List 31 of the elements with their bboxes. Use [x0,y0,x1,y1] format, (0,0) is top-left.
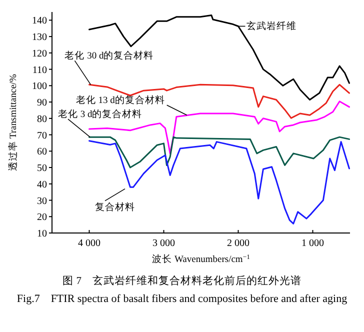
annotation: 玄武岩纤维 [238,22,296,32]
y-tick-label: 140 [32,16,47,27]
text: Fig.7 FTIR spectra of basalt fibers and composites before and after aging [16,293,348,305]
x-tick-label: 3 000 [152,238,175,249]
y-tick-label: 90 [37,98,47,109]
text: 图 7 玄武岩纤维和复合材料老化前后的红外光谱 [62,274,302,287]
annotation: 复合材料 [95,188,135,213]
y-tick-label: 30 [37,196,47,207]
y-tick-label: 20 [37,212,47,224]
x-axis-title: 波长 Wavenumbers/cm$^{−1}$ [152,253,250,265]
y-tick-label: 10 [37,228,47,240]
y-tick-label: 40 [37,179,47,190]
annotation: 老化 3 d的复合材料 [58,108,142,120]
y-axis-title: 透过率 Transmittance/% [7,74,19,171]
annotation: 老化 30 d的复合材料 [64,52,154,86]
x-tick-label: 2 000 [227,238,250,249]
y-tick-label: 70 [37,130,47,142]
y-tick-label: 60 [37,146,47,158]
annotation: 玄武岩纤维 [246,20,296,32]
y-tick-label: 130 [32,32,47,44]
y-tick-label: 100 [32,81,47,92]
y-tick-label: 120 [32,48,47,60]
annotation: 老化 30 d的复合材料 [64,50,154,62]
x-tick-label: 4 000 [78,238,100,249]
annotation: 老化 13 d的复合材料 [76,94,165,106]
x-tick-label: 1 000 [302,238,324,249]
y-tick-label: 50 [37,163,47,174]
annotation: 老化 3 d的复合材料 [58,110,142,138]
annotation: 复合材料 [95,200,136,213]
y-tick-label: 80 [37,114,47,125]
y-tick-label: 110 [32,64,47,76]
